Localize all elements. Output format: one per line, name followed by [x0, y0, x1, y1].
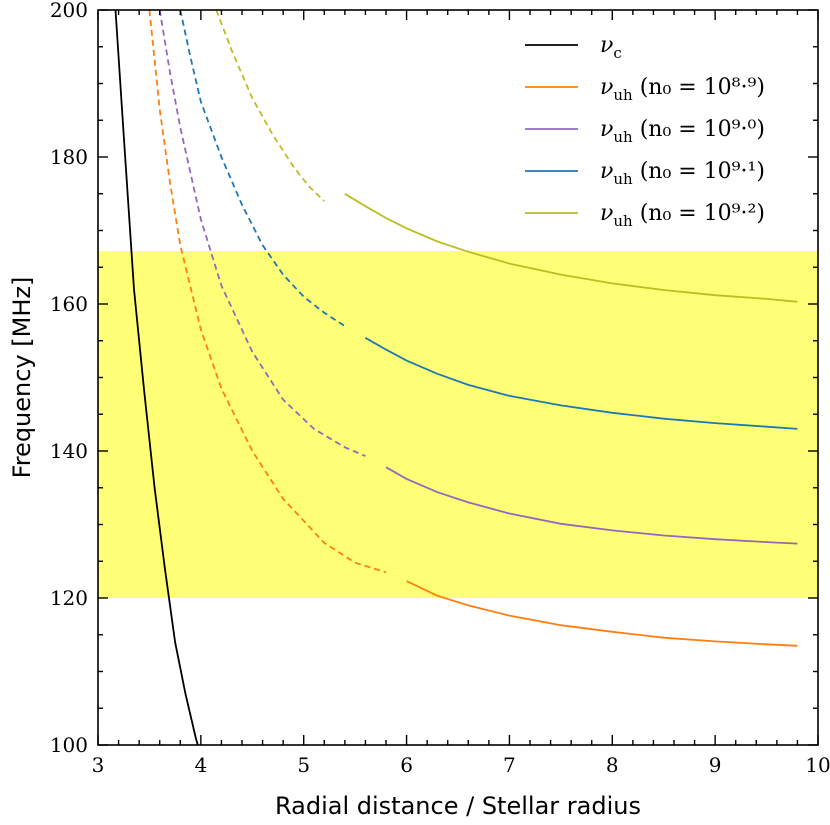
legend-subscript: uh — [613, 212, 633, 230]
legend-detail: (n₀ = 10⁸·⁹) — [633, 75, 765, 100]
series-3-segment-1 — [364, 337, 798, 430]
legend-subscript: uh — [613, 86, 633, 104]
plot-frame — [97, 9, 819, 746]
series-1-segment-0 — [148, 9, 387, 574]
series-4-segment-1 — [344, 193, 798, 303]
x-tick-label: 7 — [503, 753, 516, 777]
legend-symbol: ν — [600, 201, 613, 226]
y-tick-label: 180 — [50, 145, 88, 169]
series-2-segment-1 — [385, 466, 798, 545]
y-tick-label: 140 — [50, 439, 88, 463]
legend-entry-0: νc — [600, 33, 622, 62]
x-tick-label: 6 — [400, 753, 413, 777]
legend-subscript: c — [613, 44, 621, 62]
y-tick-label: 120 — [50, 586, 88, 610]
legend-symbol: ν — [600, 117, 613, 142]
ticks-layer: 3 4 5 6 7 8 9 10 100 120 140 160 180 200 — [50, 0, 830, 777]
legend-subscript: uh — [613, 170, 633, 188]
x-tick-label: 8 — [606, 753, 619, 777]
legend-entry-4: νuh (n₀ = 10⁹·²) — [600, 201, 765, 230]
legend-detail: (n₀ = 10⁹·¹) — [633, 159, 765, 184]
series-layer — [114, 9, 798, 746]
x-tick-label: 3 — [92, 753, 105, 777]
legend-detail: (n₀ = 10⁹·⁰) — [633, 117, 765, 142]
x-axis-label: Radial distance / Stellar radius — [275, 792, 641, 820]
x-tick-label: 4 — [194, 753, 207, 777]
legend-entry-1: νuh (n₀ = 10⁸·⁹) — [600, 75, 765, 104]
x-tick-label: 10 — [805, 753, 830, 777]
series-4-segment-0 — [215, 9, 325, 202]
series-0-segment-0 — [114, 9, 199, 746]
legend-entry-3: νuh (n₀ = 10⁹·¹) — [600, 159, 765, 188]
legend-subscript: uh — [613, 128, 633, 146]
y-axis-label: Frequency [MHz] — [8, 277, 36, 479]
legend-symbol: ν — [600, 33, 613, 58]
y-tick-label: 100 — [50, 733, 88, 757]
y-tick-label: 160 — [50, 292, 88, 316]
x-tick-label: 5 — [297, 753, 310, 777]
series-3-segment-0 — [179, 9, 346, 327]
legend-symbol: ν — [600, 75, 613, 100]
series-1-segment-1 — [406, 580, 798, 647]
legend-detail: (n₀ = 10⁹·²) — [633, 201, 765, 226]
frequency-band — [98, 251, 818, 598]
y-tick-label: 200 — [50, 0, 88, 22]
series-2-segment-0 — [158, 9, 366, 457]
x-tick-label: 9 — [709, 753, 722, 777]
legend-symbol: ν — [600, 159, 613, 184]
legend-entry-2: νuh (n₀ = 10⁹·⁰) — [600, 117, 765, 146]
